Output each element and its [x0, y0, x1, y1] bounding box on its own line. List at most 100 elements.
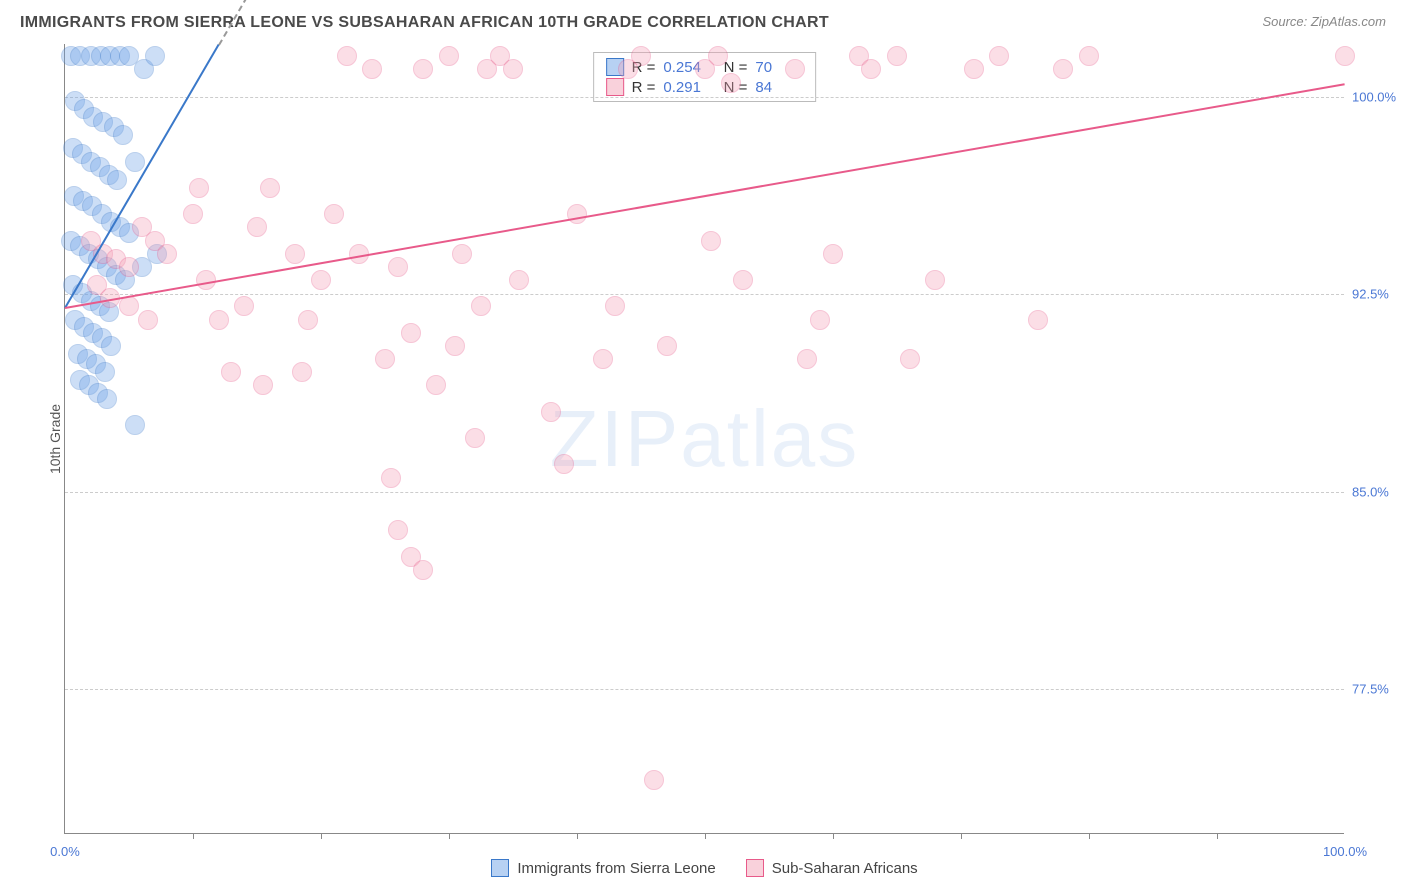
data-point: [1053, 59, 1073, 79]
data-point: [388, 257, 408, 277]
r-label: R =: [632, 59, 656, 76]
r-value: 0.254: [663, 59, 711, 76]
chart-container: 10th Grade ZIPatlas R =0.254 N =70R =0.2…: [50, 44, 1390, 834]
data-point: [362, 59, 382, 79]
data-point: [125, 415, 145, 435]
data-point: [64, 186, 84, 206]
data-point: [61, 46, 81, 66]
data-point: [733, 270, 753, 290]
legend-label: Sub-Saharan Africans: [772, 860, 918, 877]
data-point: [311, 270, 331, 290]
data-point: [132, 217, 152, 237]
data-point: [82, 196, 102, 216]
legend-swatch: [746, 859, 764, 877]
data-point: [541, 402, 561, 422]
data-point: [72, 144, 92, 164]
correlation-legend: R =0.254 N =70R =0.291 N =84: [593, 52, 817, 102]
legend-swatch: [606, 78, 624, 96]
data-point: [401, 547, 421, 567]
x-tick: [833, 833, 834, 839]
data-point: [1028, 310, 1048, 330]
data-point: [452, 244, 472, 264]
data-point: [644, 770, 664, 790]
plot-area: ZIPatlas R =0.254 N =70R =0.291 N =84 Im…: [64, 44, 1344, 834]
data-point: [797, 349, 817, 369]
data-point: [701, 231, 721, 251]
data-point: [147, 244, 167, 264]
data-point: [964, 59, 984, 79]
x-tick: [193, 833, 194, 839]
data-point: [81, 46, 101, 66]
data-point: [61, 231, 81, 251]
data-point: [823, 244, 843, 264]
data-point: [145, 231, 165, 251]
data-point: [221, 362, 241, 382]
data-point: [292, 362, 312, 382]
n-value: 84: [755, 79, 803, 96]
data-point: [1335, 46, 1355, 66]
gridline: [65, 492, 1344, 493]
r-label: R =: [632, 79, 656, 96]
source-attribution: Source: ZipAtlas.com: [1262, 14, 1386, 29]
data-point: [79, 375, 99, 395]
x-tick: [449, 833, 450, 839]
data-point: [861, 59, 881, 79]
data-point: [132, 257, 152, 277]
data-point: [657, 336, 677, 356]
data-point: [65, 310, 85, 330]
data-point: [253, 375, 273, 395]
data-point: [119, 257, 139, 277]
data-point: [324, 204, 344, 224]
data-point: [471, 296, 491, 316]
data-point: [125, 152, 145, 172]
data-point: [73, 191, 93, 211]
data-point: [605, 296, 625, 316]
data-point: [106, 249, 126, 269]
data-point: [119, 46, 139, 66]
x-tick: [1089, 833, 1090, 839]
legend-row: R = 0.291 N = 84: [606, 77, 804, 97]
data-point: [401, 323, 421, 343]
trend-line: [65, 84, 1345, 310]
data-point: [83, 107, 103, 127]
data-point: [90, 157, 110, 177]
data-point: [593, 349, 613, 369]
data-point: [92, 204, 112, 224]
data-point: [88, 383, 108, 403]
data-point: [115, 270, 135, 290]
data-point: [81, 152, 101, 172]
x-tick-label: 0.0%: [50, 844, 80, 859]
data-point: [134, 59, 154, 79]
data-point: [65, 91, 85, 111]
gridline: [65, 97, 1344, 98]
data-point: [106, 265, 126, 285]
data-point: [145, 46, 165, 66]
data-point: [63, 138, 83, 158]
x-tick: [705, 833, 706, 839]
data-point: [887, 46, 907, 66]
data-point: [477, 59, 497, 79]
y-tick-label: 77.5%: [1352, 682, 1402, 697]
data-point: [183, 204, 203, 224]
data-point: [554, 454, 574, 474]
data-point: [74, 99, 94, 119]
data-point: [285, 244, 305, 264]
n-label: N =: [719, 79, 747, 96]
data-point: [490, 46, 510, 66]
data-point: [381, 468, 401, 488]
trend-line: [64, 45, 219, 309]
data-point: [97, 389, 117, 409]
data-point: [439, 46, 459, 66]
data-point: [100, 46, 120, 66]
series-legend: Immigrants from Sierra LeoneSub-Saharan …: [65, 859, 1344, 877]
data-point: [99, 165, 119, 185]
data-point: [86, 354, 106, 374]
y-tick-label: 92.5%: [1352, 287, 1402, 302]
x-tick: [1217, 833, 1218, 839]
data-point: [810, 310, 830, 330]
gridline: [65, 689, 1344, 690]
data-point: [70, 370, 90, 390]
r-value: 0.291: [663, 79, 711, 96]
data-point: [989, 46, 1009, 66]
data-point: [209, 310, 229, 330]
